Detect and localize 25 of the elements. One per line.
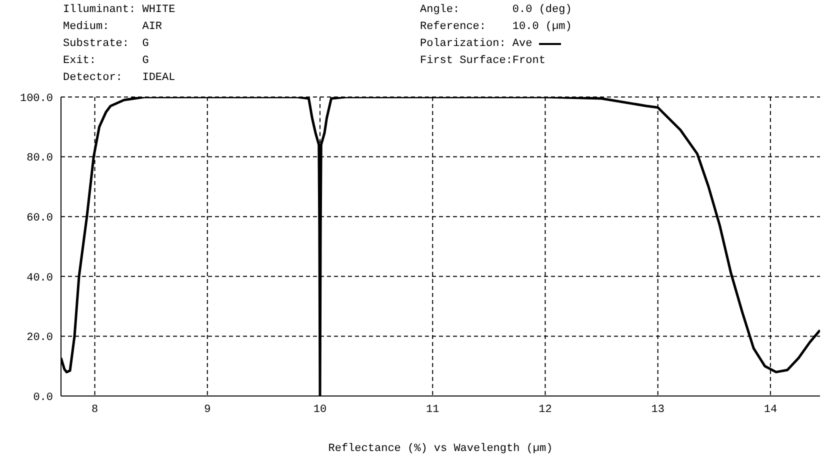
y-tick-label: 0.0 xyxy=(33,392,53,404)
y-tick-label: 80.0 xyxy=(26,152,53,165)
text: First Surface:Front xyxy=(420,54,546,68)
text: Substrate: G xyxy=(63,37,149,51)
y-tick-label: 20.0 xyxy=(26,332,53,344)
line-series xyxy=(61,97,820,396)
x-tick-label: 8 xyxy=(91,404,98,416)
x-tick-label: 12 xyxy=(538,404,552,416)
text: Medium: AIR xyxy=(63,20,162,34)
text: Illuminant: WHITE xyxy=(63,3,176,17)
x-tick-label: 14 xyxy=(764,404,778,416)
x-tick-label: 11 xyxy=(426,404,440,416)
x-tick-label: 9 xyxy=(204,404,211,416)
text: Angle: 0.0 (deg) xyxy=(420,3,572,17)
x-axis-title: Reflectance (%) vs Wavelength (µm) xyxy=(328,443,553,455)
legend-title: Polarization: xyxy=(420,37,507,51)
x-tick-label: 10 xyxy=(313,404,327,416)
y-tick-label: 60.0 xyxy=(26,212,53,225)
text: Reference: 10.0 (µm) xyxy=(420,20,572,34)
x-tick-label: 13 xyxy=(651,404,664,416)
y-tick-label: 40.0 xyxy=(26,272,53,284)
y-tick-label: 100.0 xyxy=(20,92,53,105)
text: Detector: IDEAL xyxy=(63,71,176,85)
text: Exit: G xyxy=(63,54,149,68)
legend-label: Ave xyxy=(512,37,532,51)
